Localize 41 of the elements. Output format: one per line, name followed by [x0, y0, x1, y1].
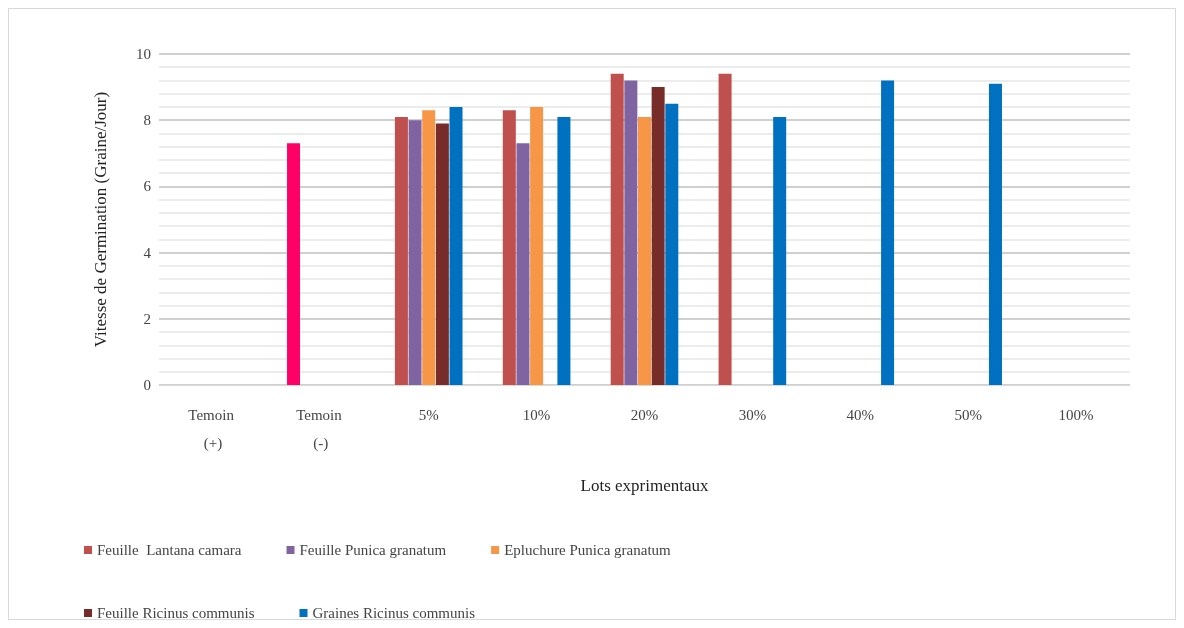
x-tick-label: 5%: [418, 407, 439, 423]
x-tick-label: 20%: [630, 407, 659, 423]
x-tick-label: 40%: [846, 407, 875, 423]
x-axis-title: Lots exprimentaux: [580, 476, 709, 495]
y-tick-label: 2: [143, 310, 151, 327]
bar: [651, 87, 665, 385]
bar: [610, 73, 624, 385]
y-tick-label: 0: [143, 377, 151, 393]
legend-label: Feuille Punica granatum: [299, 542, 447, 558]
legend-label: Graines Ricinus communis: [312, 605, 476, 621]
bar: [422, 110, 436, 385]
bar: [449, 106, 463, 385]
y-tick-label: 6: [143, 178, 152, 195]
bar: [287, 143, 301, 385]
bar: [435, 123, 449, 385]
x-tick-label: 50%: [954, 407, 982, 423]
bar: [557, 116, 571, 385]
bar: [516, 143, 530, 385]
bar: [624, 80, 638, 385]
bar: [638, 116, 651, 385]
bar: [408, 120, 422, 385]
y-axis-title: Vitesse de Germination (Graine/Jour): [91, 91, 110, 348]
y-tick-label: 4: [143, 244, 152, 261]
x-tick-label: 30%: [738, 407, 767, 423]
bar: [394, 116, 408, 385]
legend-label: Epluchure Punica granatum: [504, 542, 672, 558]
y-tick-label: 8: [143, 112, 151, 129]
y-tick-label: 10: [136, 46, 151, 62]
x-tick-label: Temoin (+): [188, 407, 238, 452]
bar: [988, 83, 1002, 385]
legend-label: Feuille Lantana camara: [97, 542, 242, 558]
x-tick-label: 10%: [522, 407, 551, 423]
x-tick-label: Temoin (-): [296, 407, 346, 452]
legend-label: Feuille Ricinus communis: [97, 605, 255, 621]
bar: [665, 103, 679, 385]
bar: [502, 110, 516, 385]
bar: [881, 80, 895, 385]
bar: [773, 116, 787, 385]
x-tick-label: 100%: [1058, 407, 1094, 423]
bar: [530, 106, 544, 385]
bar: [718, 73, 732, 385]
